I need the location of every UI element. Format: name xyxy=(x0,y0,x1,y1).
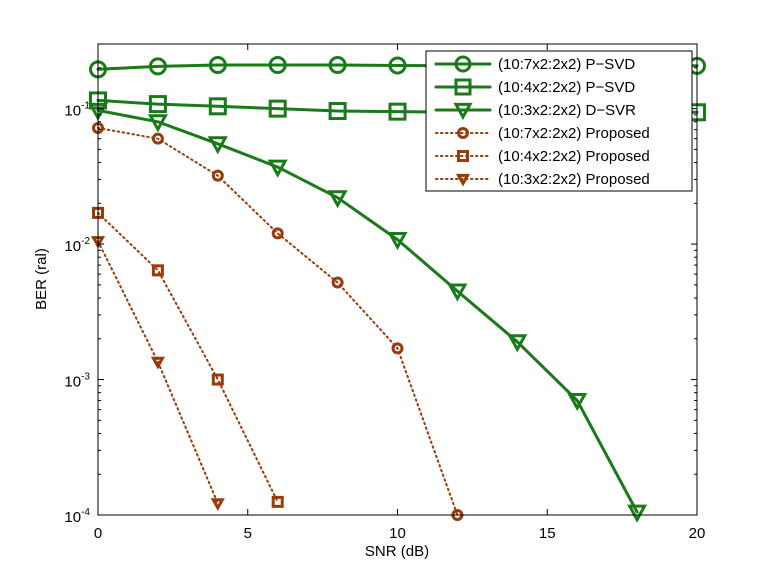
series-3-point xyxy=(147,114,168,133)
series-4-point xyxy=(331,276,344,289)
series-4-point xyxy=(271,227,284,240)
series-3-point xyxy=(507,334,528,353)
legend-label: (10:7x2:2x2) Proposed xyxy=(498,125,650,142)
series-3-line xyxy=(96,108,639,514)
y-tick-label: 10-1 xyxy=(64,101,90,120)
axes-layer: 0 5 10 15 20 10-1 10-2 10-3 10-4 xyxy=(64,43,706,542)
series-4-point xyxy=(211,169,224,182)
series-3 xyxy=(87,102,648,523)
legend-label: (10:3x2:2x2) D−SVR xyxy=(498,102,636,119)
series-1-point xyxy=(208,55,227,74)
x-tick-label: 5 xyxy=(244,525,252,542)
y-axis-label: BER (ral) xyxy=(33,248,50,310)
series-6-point xyxy=(150,356,165,370)
legend-label: (10:4x2:2x2) Proposed xyxy=(498,148,650,165)
series-3-point xyxy=(267,159,288,178)
x-axis-label: SNR (dB) xyxy=(365,543,429,560)
series-2-point xyxy=(328,102,347,121)
x-tick-label: 20 xyxy=(689,525,706,542)
series-5-point xyxy=(151,264,164,277)
series-4-point xyxy=(151,132,164,145)
legend-marker xyxy=(457,127,469,139)
legend-entry: (10:3x2:2x2) Proposed xyxy=(435,171,650,188)
legend-marker xyxy=(454,78,472,96)
legend-label: (10:4x2:2x2) P−SVD xyxy=(498,79,635,96)
series-1-point xyxy=(268,55,287,74)
legend-marker xyxy=(453,102,473,121)
x-tick-label: 10 xyxy=(389,525,406,542)
legend-entry: (10:4x2:2x2) Proposed xyxy=(435,148,650,165)
series-3-point xyxy=(567,393,588,412)
series-5-point xyxy=(271,495,284,508)
legend-label: (10:7x2:2x2) P−SVD xyxy=(498,56,635,73)
series-4-line xyxy=(97,127,459,516)
legend-marker xyxy=(455,173,471,187)
series-3-point xyxy=(447,283,468,302)
y-tick-label: 10-4 xyxy=(64,507,90,526)
series-2-point xyxy=(208,97,227,116)
series-1-point xyxy=(388,56,407,75)
series-3-point xyxy=(207,136,228,155)
legend-entry: (10:3x2:2x2) D−SVR xyxy=(434,102,636,121)
series-6-line xyxy=(97,240,219,505)
legend: (10:7x2:2x2) P−SVD (10:4x2:2x2) P−SVD (10:… xyxy=(425,50,693,192)
series-3-point xyxy=(327,190,348,209)
x-tick-label: 15 xyxy=(539,525,556,542)
legend-label: (10:3x2:2x2) Proposed xyxy=(498,171,650,188)
series-2-point xyxy=(388,102,407,121)
series-1-point xyxy=(148,57,167,76)
x-tick-label: 0 xyxy=(94,525,102,542)
legend-entry: (10:7x2:2x2) Proposed xyxy=(435,125,650,142)
series-5-point xyxy=(211,373,224,386)
series-3-point xyxy=(627,504,648,523)
y-tick-label: 10-2 xyxy=(64,236,90,255)
series-3-point xyxy=(387,232,408,251)
series-2-point xyxy=(148,95,167,114)
series-5-line xyxy=(97,211,279,503)
series-2-point xyxy=(268,99,287,118)
series-4-point xyxy=(391,342,404,355)
series-6-point xyxy=(210,498,225,511)
legend-marker xyxy=(457,150,469,162)
legend-marker xyxy=(454,55,472,73)
legend-entry: (10:4x2:2x2) P−SVD xyxy=(434,78,635,96)
y-tick-label: 10-3 xyxy=(64,372,90,391)
legend-entry: (10:7x2:2x2) P−SVD xyxy=(434,55,635,73)
series-1-point xyxy=(328,55,347,74)
legend-box xyxy=(425,50,693,192)
